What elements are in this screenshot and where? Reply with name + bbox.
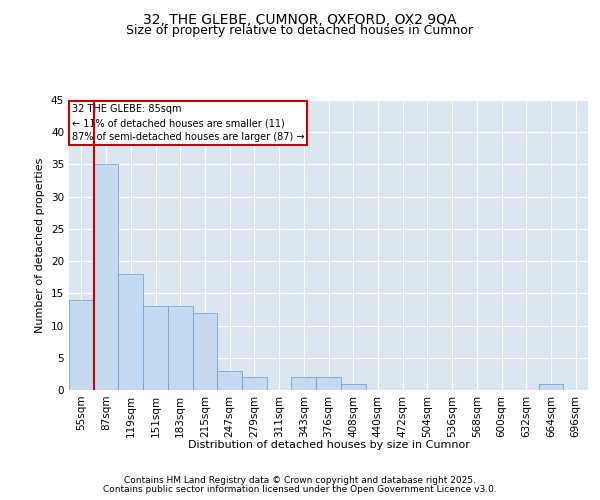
Bar (118, 274, 143, 390)
Bar (94, 164, 118, 390)
Bar (292, 377, 316, 390)
Text: 32, THE GLEBE, CUMNOR, OXFORD, OX2 9QA: 32, THE GLEBE, CUMNOR, OXFORD, OX2 9QA (143, 12, 457, 26)
Bar (193, 312, 217, 390)
Bar (217, 370, 242, 390)
Bar (316, 377, 341, 390)
Bar (341, 384, 365, 390)
Text: Size of property relative to detached houses in Cumnor: Size of property relative to detached ho… (127, 24, 473, 37)
Text: Contains HM Land Registry data © Crown copyright and database right 2025.: Contains HM Land Registry data © Crown c… (124, 476, 476, 485)
Text: Contains public sector information licensed under the Open Government Licence v3: Contains public sector information licen… (103, 485, 497, 494)
X-axis label: Distribution of detached houses by size in Cumnor: Distribution of detached houses by size … (188, 440, 469, 450)
Bar (143, 306, 168, 390)
Text: 32 THE GLEBE: 85sqm
← 11% of detached houses are smaller (11)
87% of semi-detach: 32 THE GLEBE: 85sqm ← 11% of detached ho… (71, 104, 304, 142)
Bar (168, 306, 193, 390)
Bar (539, 384, 563, 390)
Bar (242, 377, 267, 390)
Bar (69, 300, 94, 390)
Y-axis label: Number of detached properties: Number of detached properties (35, 158, 46, 332)
